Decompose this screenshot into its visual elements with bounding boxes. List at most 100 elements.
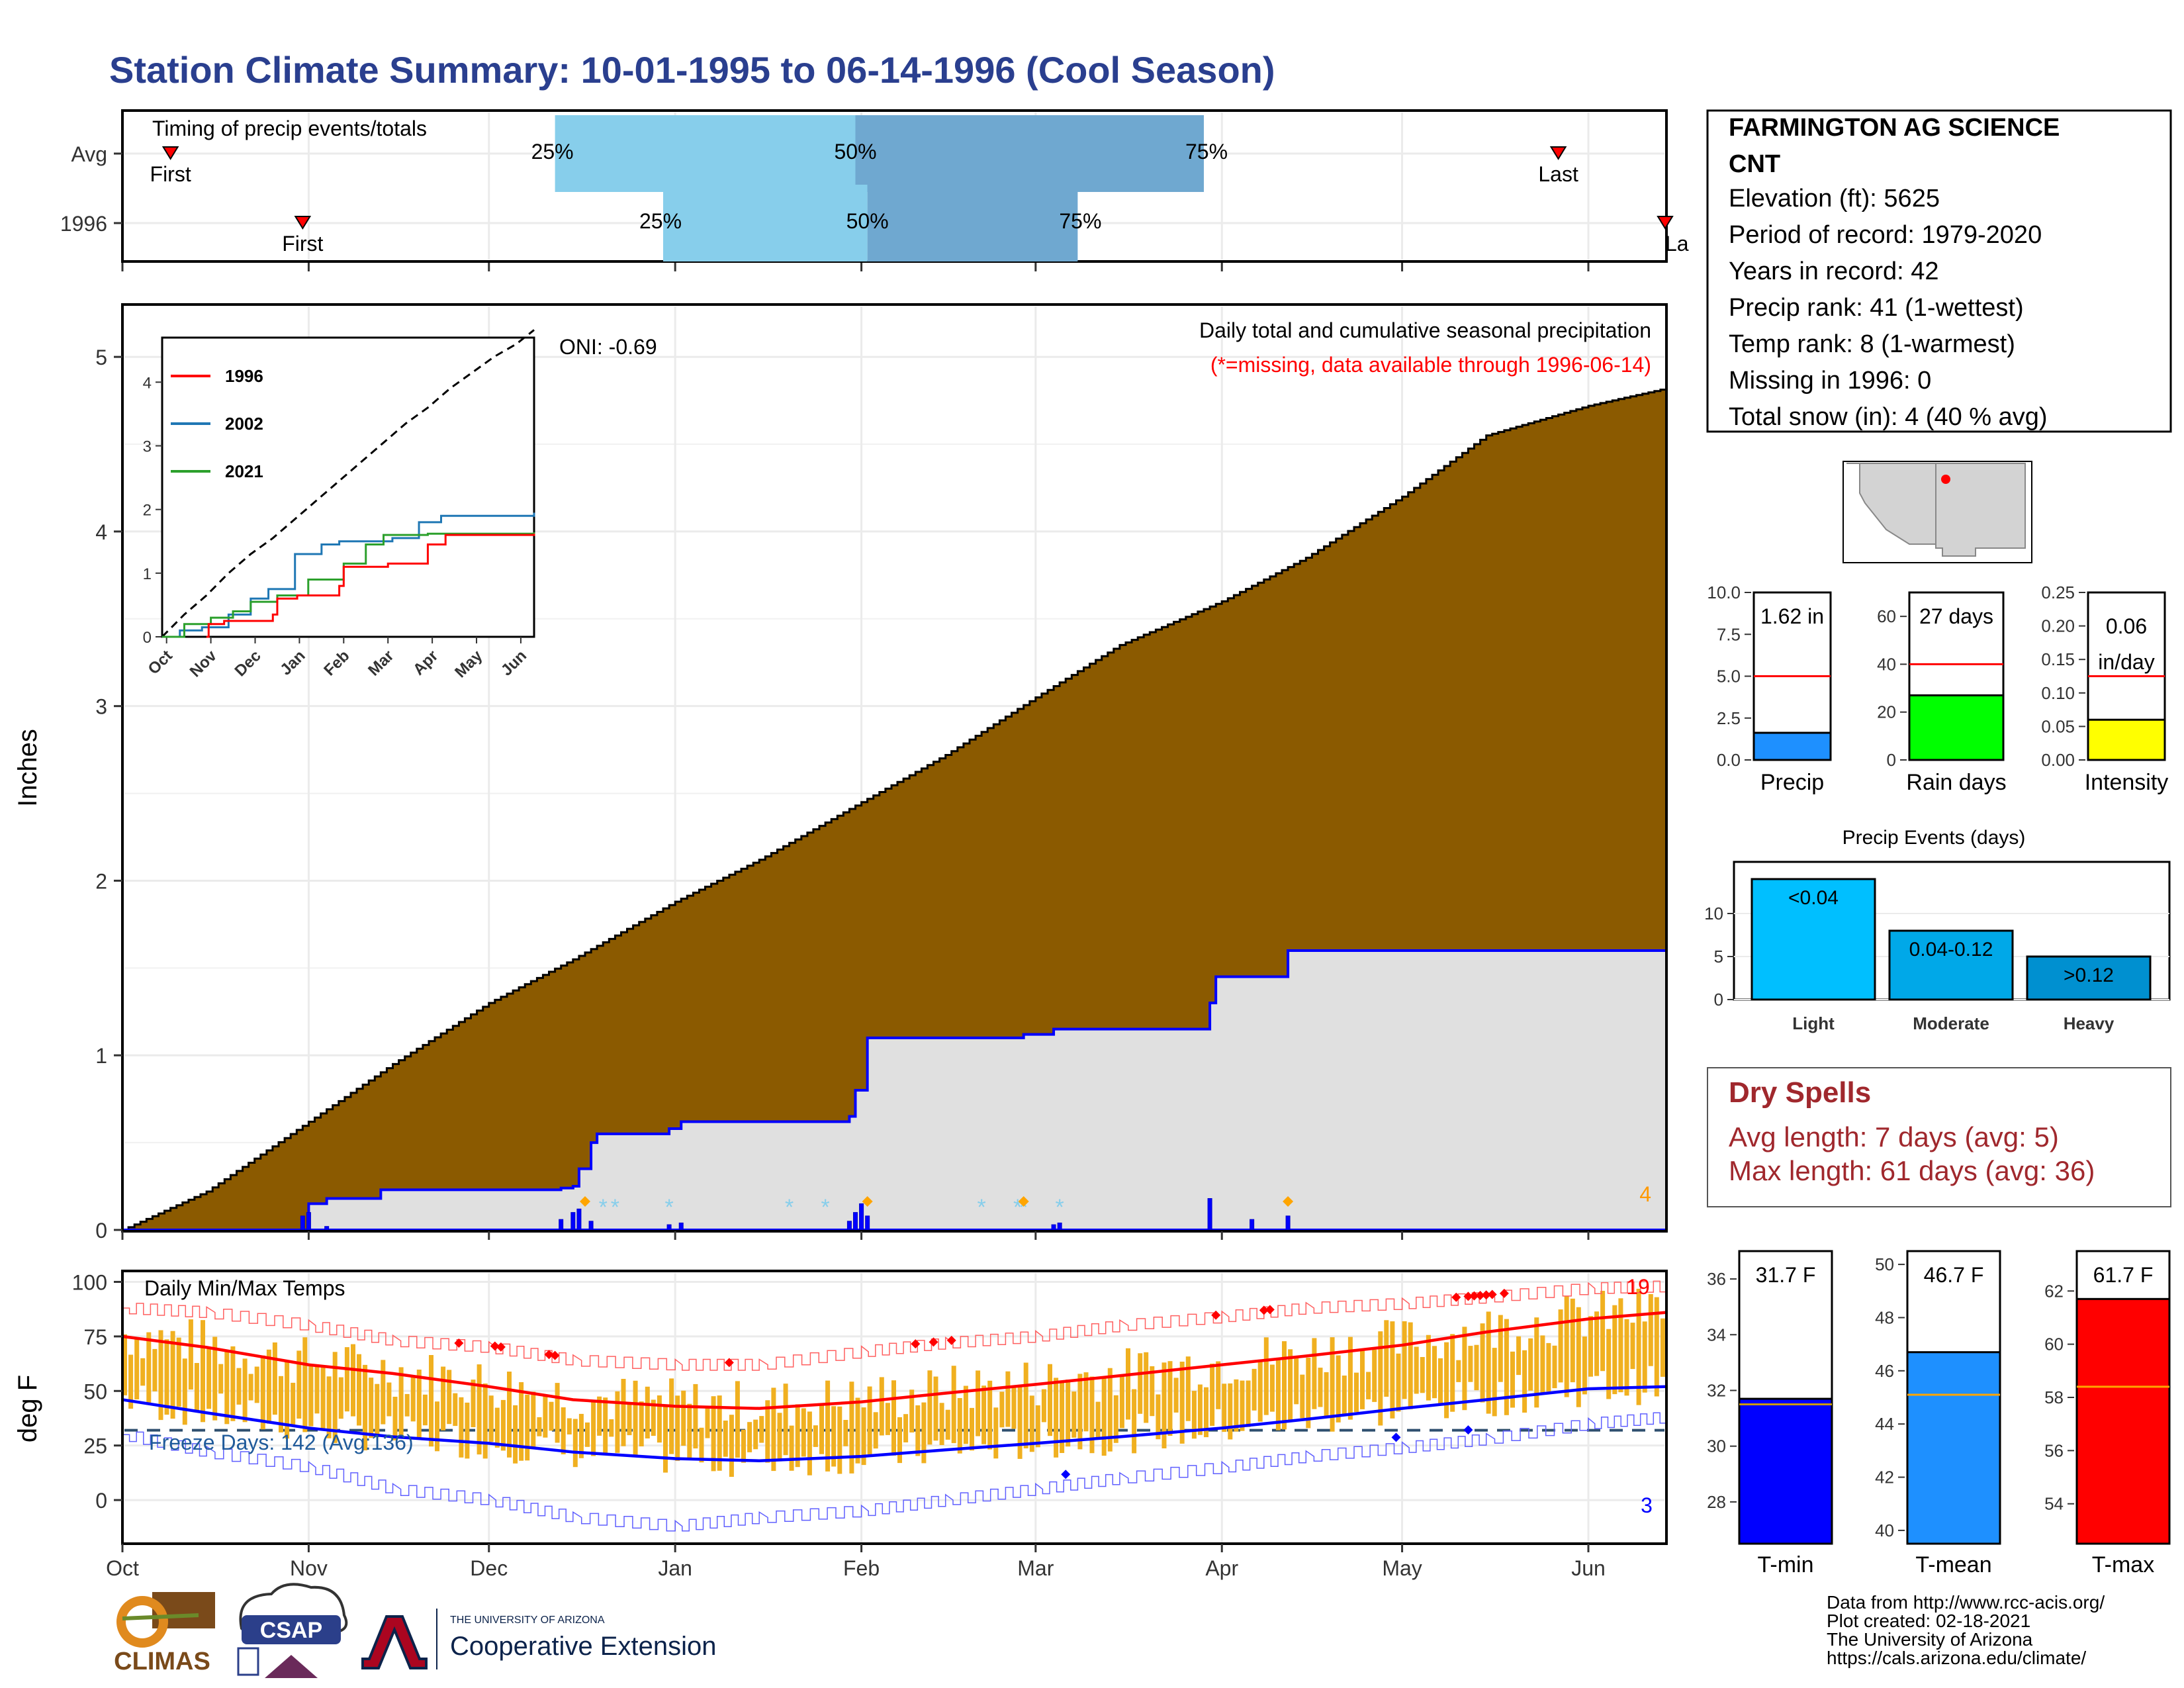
daily-temp-bar [1029, 1395, 1034, 1452]
daily-temp-bar [789, 1425, 794, 1471]
daily-temp-bar [741, 1429, 746, 1463]
daily-temp-bar [158, 1330, 163, 1421]
daily-precip-bar [1207, 1198, 1212, 1231]
timing-last-marker [1657, 216, 1674, 230]
daily-temp-bar [1060, 1381, 1065, 1453]
station-location-marker [1941, 475, 1950, 484]
temp-y-tick-label: 50 [83, 1380, 107, 1403]
dry-spells-avg: Avg length: 7 days (avg: 5) [1729, 1121, 2059, 1152]
daily-temp-bar [1101, 1377, 1107, 1456]
daily-temp-bar [1132, 1389, 1137, 1454]
daily-temp-bar [927, 1370, 933, 1445]
daily-temp-bar [381, 1360, 386, 1425]
timing-p25-label: 25% [639, 209, 682, 233]
daily-temp-bar [500, 1399, 506, 1451]
daily-temp-bar [1366, 1372, 1371, 1399]
daily-temp-bar [543, 1395, 548, 1438]
daily-temp-bar [1576, 1307, 1581, 1407]
daily-temp-bar [248, 1374, 253, 1401]
daily-temp-bar [843, 1420, 848, 1446]
summary-bar-label: Precip [1760, 770, 1824, 795]
inset-y-tick-label: 0 [143, 629, 152, 647]
daily-temp-bar [1342, 1376, 1347, 1415]
daily-temp-bar [1167, 1361, 1173, 1436]
summary-bar-fill [1752, 731, 1832, 761]
events-category-label: Heavy [2064, 1013, 2115, 1033]
timing-p50-label: 50% [846, 209, 889, 233]
daily-temp-bar [1185, 1356, 1191, 1421]
timing-bar-25-50 [555, 115, 856, 192]
precip-panel: * * * * * * ** * 0 1 2 3 4 5 Daily total and cumulat… [13, 303, 1668, 1243]
timing-last-label: La [1665, 232, 1689, 256]
station-detail-line: Years in record: 42 [1729, 258, 1939, 285]
daily-temp-bar [429, 1355, 433, 1447]
inset-x-tick-label: Feb [320, 647, 353, 679]
daily-temp-bar [1011, 1386, 1017, 1429]
daily-temp-bar [1054, 1378, 1059, 1458]
daily-temp-bar [609, 1419, 614, 1437]
summary-bar-tick-label: 34 [1707, 1325, 1726, 1344]
daily-temp-bar [320, 1366, 326, 1430]
daily-temp-bar [849, 1382, 854, 1474]
daily-temp-bar [897, 1417, 902, 1464]
daily-temp-bar [1204, 1387, 1208, 1438]
summary-bar-fill [1738, 1397, 1833, 1545]
station-detail-line: Precip rank: 41 (1-wettest) [1729, 294, 2024, 322]
daily-temp-bar [1005, 1371, 1011, 1427]
temp-x-tick-label: May [1382, 1556, 1422, 1580]
daily-temp-bar [507, 1372, 512, 1458]
daily-temp-bar [585, 1422, 590, 1447]
daily-temp-bar [681, 1390, 686, 1446]
daily-temp-bar [639, 1401, 644, 1446]
daily-temp-bar [1534, 1317, 1539, 1408]
daily-temp-bar [572, 1419, 578, 1468]
daily-temp-bar [915, 1405, 921, 1456]
daily-temp-bar [567, 1418, 572, 1434]
daily-temp-bar [783, 1383, 788, 1456]
daily-temp-bar [140, 1358, 146, 1386]
summary-bar-label: T-max [2092, 1552, 2154, 1577]
summary-bar-tick-label: 0.00 [2041, 750, 2075, 770]
daily-precip-bar [1285, 1215, 1291, 1231]
events-bar [1751, 878, 1876, 1001]
timing-p25-label: 25% [531, 140, 574, 164]
daily-temp-bar [344, 1347, 349, 1412]
daily-precip-bar [570, 1212, 576, 1231]
summary-bar-tick-label: 60 [1877, 606, 1896, 626]
summary-bar-tick-label: 40 [1877, 654, 1896, 674]
summary-bar-value-label: 61.7 F [2093, 1263, 2154, 1287]
temp-x-axis: Oct Nov Dec Jan Feb Mar Apr May Jun [106, 1544, 1606, 1580]
daily-temp-bar [951, 1366, 956, 1444]
daily-temp-bar [693, 1383, 698, 1449]
daily-temp-bar [1420, 1357, 1425, 1393]
daily-precip-bar [300, 1215, 305, 1231]
daily-precip-bar [865, 1215, 870, 1231]
daily-temp-bar [266, 1349, 271, 1424]
summary-bar-label: Intensity [2085, 770, 2169, 795]
missing-data-mark: * [978, 1195, 986, 1220]
record-high-marker [1451, 1292, 1461, 1302]
daily-temp-bar [338, 1377, 343, 1419]
daily-temp-bar [1438, 1358, 1443, 1405]
daily-temp-bar [1251, 1368, 1257, 1411]
events-bar [1888, 929, 2014, 1001]
daily-temp-bar [963, 1385, 968, 1444]
station-info-frame [1706, 109, 2172, 433]
daily-temp-bar [867, 1386, 872, 1454]
snow-event-marker [1283, 1196, 1294, 1207]
daily-temp-bar [657, 1395, 662, 1443]
temp-y-axis: 0 25 50 75 100 [72, 1270, 122, 1513]
temp-x-tick-label: Jun [1571, 1556, 1606, 1580]
inset-avg-line [161, 329, 535, 638]
summary-bar-fill [2075, 1297, 2171, 1545]
daily-temp-bar [759, 1416, 764, 1443]
daily-temp-bar [1294, 1356, 1299, 1405]
daily-temp-bar [1528, 1338, 1533, 1391]
daily-temp-bar [375, 1383, 380, 1438]
events-tick-label: 0 [1714, 990, 1723, 1009]
daily-temp-bar [1234, 1379, 1239, 1432]
daily-temp-bar [465, 1402, 470, 1459]
timing-bar-50-75 [867, 185, 1078, 261]
missing-data-mark: * [599, 1195, 608, 1220]
daily-temp-bar [1312, 1338, 1317, 1409]
